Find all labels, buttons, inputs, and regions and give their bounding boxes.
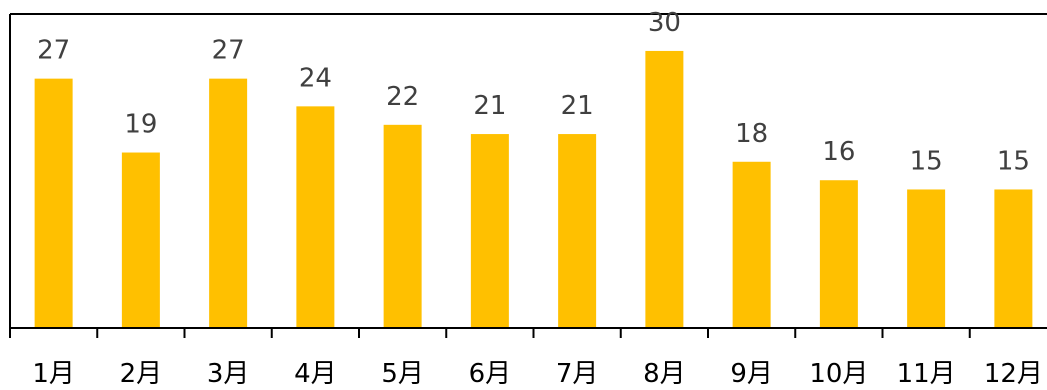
bar-3 (209, 78, 248, 328)
value-label-2: 19 (124, 110, 157, 140)
bar-9 (732, 161, 771, 328)
value-label-1: 27 (37, 36, 70, 66)
bars-group (34, 50, 1033, 329)
value-label-11: 15 (910, 146, 943, 176)
x-tick-label-8: 8月 (643, 359, 686, 389)
bar-6 (470, 134, 509, 328)
bar-12 (994, 189, 1033, 328)
x-tick-label-2: 2月 (120, 359, 163, 389)
x-tick-label-9: 9月 (730, 359, 773, 389)
bar-11 (907, 189, 946, 328)
value-label-5: 22 (386, 82, 419, 112)
bar-1 (34, 78, 73, 328)
value-label-10: 16 (822, 137, 855, 167)
x-tick-label-6: 6月 (469, 359, 512, 389)
x-tick-label-5: 5月 (381, 359, 424, 389)
value-label-4: 24 (299, 63, 332, 93)
value-label-6: 21 (473, 91, 506, 121)
bar-8 (645, 50, 684, 329)
x-tick-label-11: 11月 (897, 359, 956, 389)
x-tick-label-10: 10月 (809, 359, 868, 389)
value-labels-group: 27 19 27 24 22 21 21 30 18 16 15 15 (37, 8, 1030, 177)
bar-7 (558, 134, 597, 328)
bar-10 (819, 180, 858, 328)
x-tick-label-4: 4月 (294, 359, 337, 389)
bar-2 (121, 152, 160, 328)
x-tick-label-12: 12月 (984, 359, 1043, 389)
value-label-8: 30 (648, 8, 681, 38)
x-tick-label-7: 7月 (556, 359, 599, 389)
bar-5 (383, 124, 422, 328)
value-label-9: 18 (735, 119, 768, 149)
x-axis-ticks-group (9, 328, 971, 338)
x-tick-labels-group: 1月 2月 3月 4月 5月 6月 7月 8月 9月 10月 11月 12月 (32, 359, 1043, 389)
x-tick-label-3: 3月 (207, 359, 250, 389)
value-label-12: 15 (997, 146, 1030, 176)
value-label-7: 21 (561, 91, 594, 121)
x-tick-label-1: 1月 (32, 359, 75, 389)
value-label-3: 27 (212, 36, 245, 66)
bar-4 (296, 106, 335, 329)
